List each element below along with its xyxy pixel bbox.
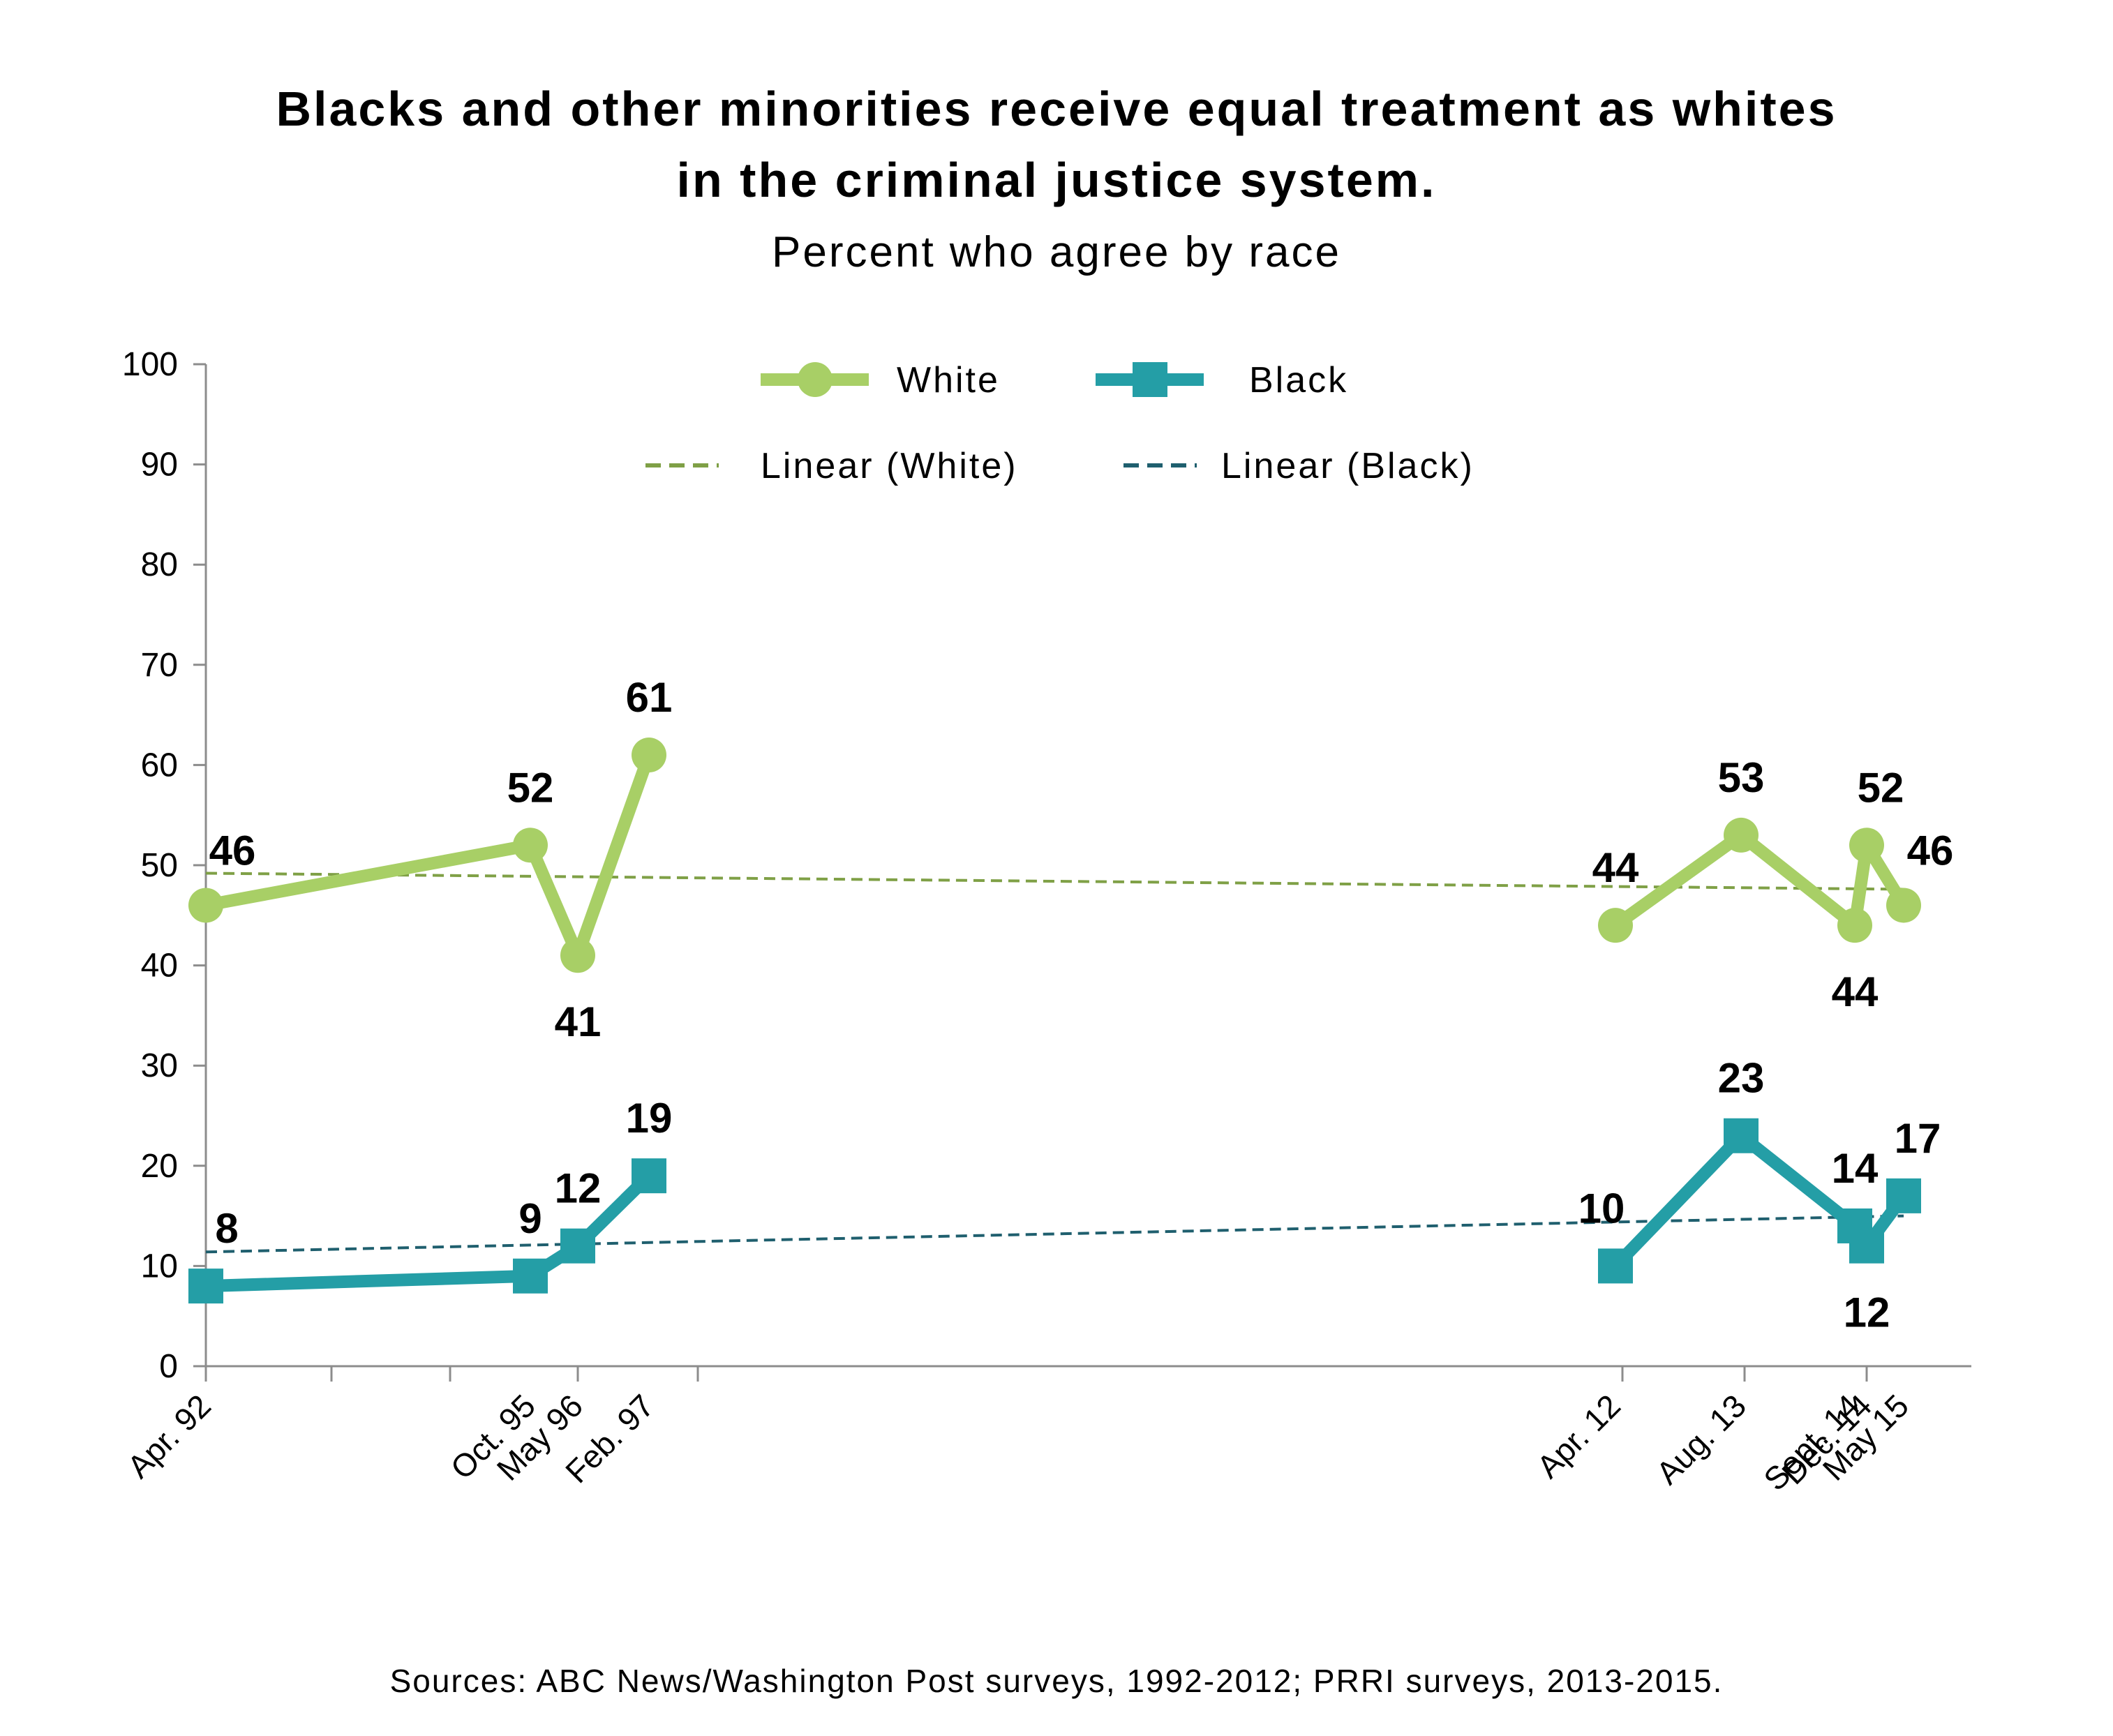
x-tick-label: Apr. 92 [120, 1387, 218, 1485]
black-point [1886, 1178, 1921, 1213]
chart-title-line1: Blacks and other minorities receive equa… [276, 82, 1837, 136]
chart-subtitle: Percent who agree by race [772, 228, 1341, 276]
y-tick-label: 0 [159, 1348, 178, 1385]
white-series-line [200, 749, 655, 962]
white-data-label: 41 [555, 998, 602, 1045]
y-tick-label: 80 [141, 546, 178, 583]
white-data-label: 46 [1907, 827, 1954, 874]
legend-black-marker [1133, 362, 1167, 397]
series [188, 738, 1921, 1304]
white-data-label: 46 [209, 827, 256, 874]
white-point [1886, 888, 1921, 923]
black-point [513, 1258, 548, 1294]
y-tick-label: 30 [141, 1047, 178, 1084]
x-tick-label: Apr. 12 [1530, 1387, 1627, 1485]
y-tick-label: 70 [141, 647, 178, 684]
white-data-label: 44 [1592, 844, 1639, 891]
y-tick-label: 100 [122, 346, 178, 383]
chart-title-line2: in the criminal justice system. [677, 153, 1437, 207]
white-point [1837, 908, 1872, 943]
legend-white-marker [798, 362, 832, 397]
black-point [188, 1269, 223, 1304]
y-tick-label: 10 [141, 1248, 178, 1285]
black-point [1724, 1118, 1759, 1153]
y-tick-label: 20 [141, 1148, 178, 1185]
black-series-line [200, 1169, 655, 1293]
black-data-label: 12 [1844, 1289, 1890, 1336]
black-trendline [205, 1214, 1904, 1254]
white-point [1849, 828, 1884, 863]
white-trendline [205, 871, 1904, 891]
black-data-label: 8 [215, 1205, 238, 1252]
white-point [560, 938, 595, 973]
black-data-label: 9 [518, 1195, 542, 1242]
white-point [1724, 817, 1759, 853]
y-tick-label: 90 [141, 447, 178, 484]
black-point [632, 1158, 666, 1194]
white-data-label: 52 [1858, 764, 1904, 811]
black-data-label: 19 [626, 1095, 673, 1142]
white-point [188, 888, 223, 923]
black-point [560, 1228, 595, 1264]
white-data-label: 44 [1832, 968, 1879, 1015]
legend-black-trend-label: Linear (Black) [1221, 446, 1474, 486]
black-data-label: 12 [555, 1165, 602, 1212]
black-point [1849, 1228, 1884, 1264]
legend-white-trend-label: Linear (White) [761, 446, 1018, 486]
white-data-label: 53 [1718, 754, 1765, 801]
white-data-label: 61 [626, 674, 673, 721]
black-data-label: 14 [1832, 1145, 1879, 1192]
y-tick-label: 50 [141, 847, 178, 884]
white-point [513, 828, 548, 863]
legend: White Black Linear (White) Linear (Black… [645, 360, 1474, 486]
legend-black-label: Black [1249, 360, 1348, 401]
x-tick-label: Aug. 13 [1649, 1387, 1753, 1491]
black-data-label: 17 [1895, 1115, 1941, 1162]
y-tick-label: 60 [141, 747, 178, 784]
white-point [632, 738, 666, 773]
y-tick-label: 40 [141, 948, 178, 985]
trendlines [205, 871, 1904, 1254]
legend-white-label: White [897, 360, 1000, 401]
source-note: Sources: ABC News/Washington Post survey… [390, 1663, 1724, 1699]
black-data-label: 23 [1718, 1055, 1765, 1102]
black-point [1598, 1248, 1633, 1284]
white-point [1598, 908, 1633, 943]
black-data-label: 10 [1578, 1185, 1625, 1232]
white-data-label: 52 [507, 764, 554, 811]
